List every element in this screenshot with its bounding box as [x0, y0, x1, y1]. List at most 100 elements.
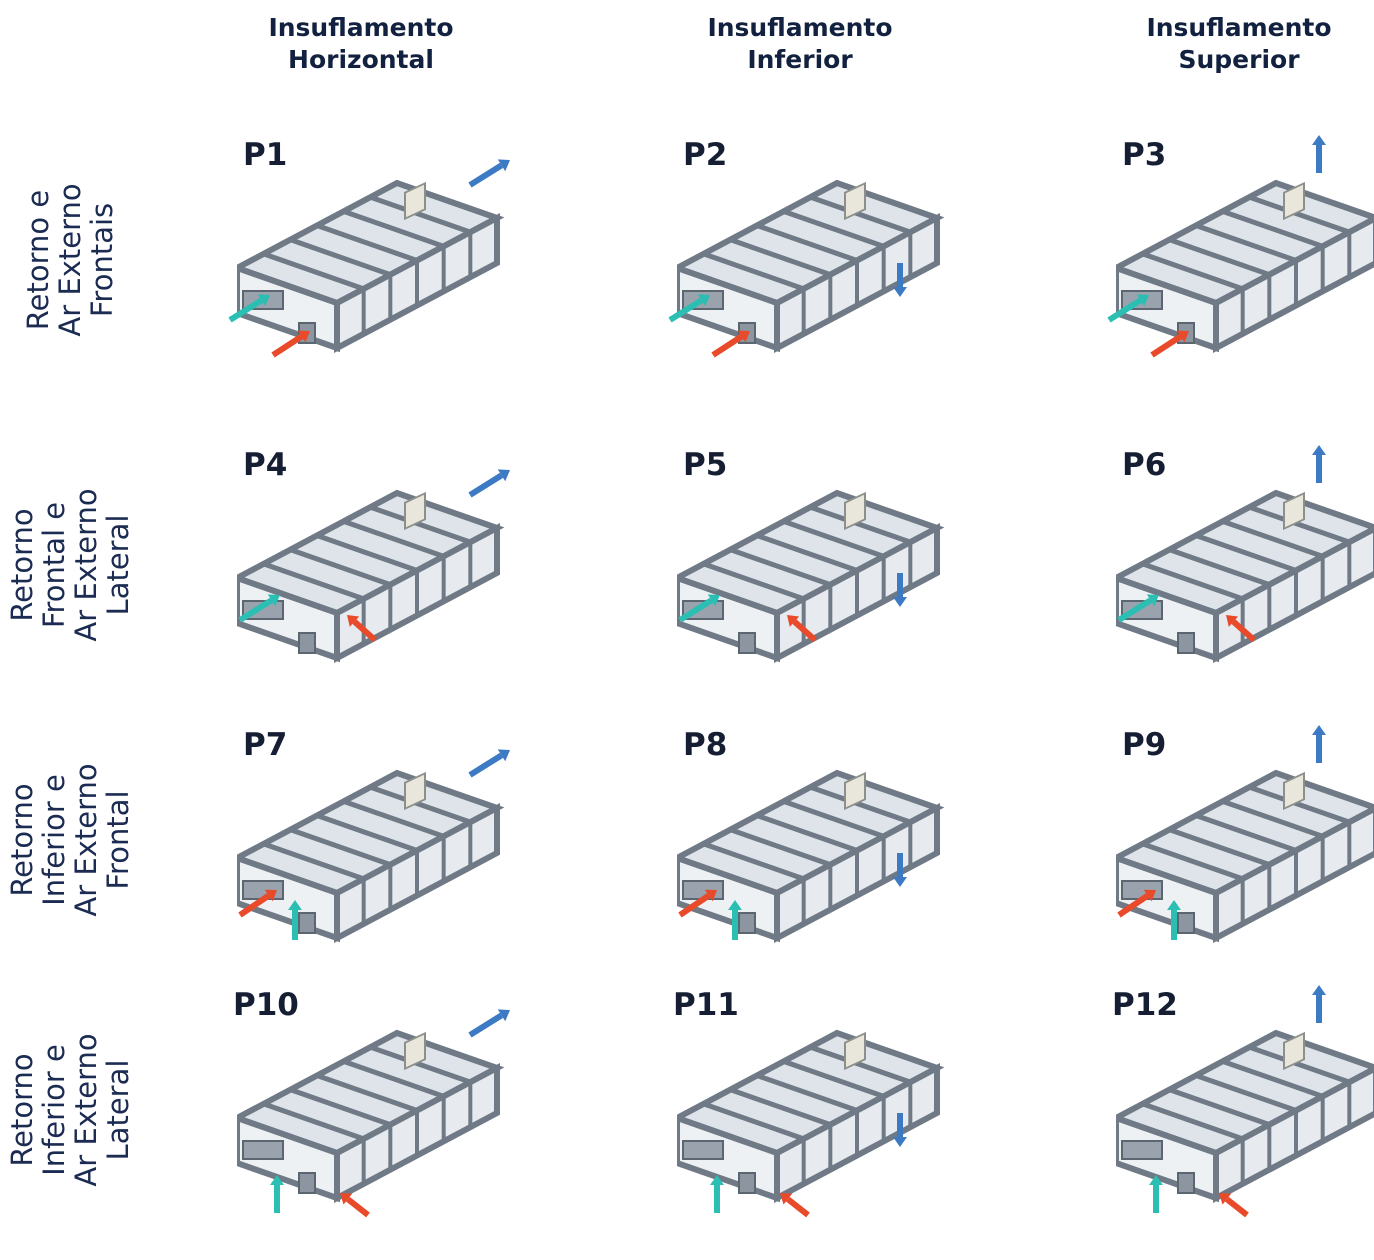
row-header-line: Ar Externo	[69, 763, 103, 917]
outside-air-arrow-icon	[340, 1193, 370, 1218]
supply-air-arrow-icon	[468, 159, 510, 188]
column-header-horizontal: Insuflamento Horizontal	[231, 12, 491, 76]
air-handling-unit-drawing	[1108, 1029, 1374, 1203]
outside-air-arrow-icon	[787, 615, 817, 643]
air-handling-unit-drawing	[229, 769, 505, 943]
air-handling-unit	[669, 763, 957, 967]
return-air-arrow-icon	[668, 294, 710, 323]
outside-air-arrow-icon	[238, 889, 277, 918]
return-air-arrow-icon	[238, 594, 280, 623]
row-header-line: Frontal	[101, 790, 135, 890]
configuration-cell: P8	[665, 725, 1025, 985]
configuration-cell: P2	[665, 135, 1025, 395]
configuration-cell: P9	[1104, 725, 1374, 985]
air-handling-unit	[669, 1023, 957, 1227]
configuration-cell: P3	[1104, 135, 1374, 395]
row-header-4: Retorno Inferior e Ar Externo Lateral	[5, 960, 135, 1260]
return-air-arrow-icon	[728, 900, 742, 940]
configuration-cell: P12	[1104, 985, 1374, 1245]
row-header-line: Inferior e	[37, 1044, 71, 1176]
outside-air-arrow-icon	[711, 330, 750, 358]
supply-air-arrow-icon	[1312, 445, 1326, 483]
column-header-line: Superior	[1178, 45, 1300, 74]
row-header-line: Retorno	[5, 1053, 39, 1167]
configuration-cell: P7	[225, 725, 585, 985]
return-air-arrow-icon	[1149, 1175, 1163, 1213]
outside-air-arrow-icon	[1226, 615, 1256, 643]
air-handling-unit-drawing	[669, 1029, 945, 1203]
row-header-line: Lateral	[101, 514, 135, 616]
air-handling-unit	[669, 483, 957, 687]
column-header-line: Inferior	[747, 45, 853, 74]
configuration-label: P6	[1122, 447, 1167, 483]
return-air-arrow-icon	[1167, 900, 1181, 940]
row-header-line: Retorno	[5, 508, 39, 622]
air-handling-unit	[1108, 483, 1374, 687]
air-handling-unit-drawing	[1108, 489, 1374, 663]
column-header-inferior: Insuflamento Inferior	[670, 12, 930, 76]
return-air-arrow-icon	[710, 1175, 724, 1213]
configuration-label: P3	[1122, 137, 1167, 173]
air-handling-unit	[1108, 173, 1374, 377]
outside-air-arrow-icon	[271, 330, 310, 358]
supply-air-arrow-icon	[468, 469, 510, 498]
column-header-line: Horizontal	[288, 45, 434, 74]
configuration-label: P11	[673, 987, 739, 1023]
supply-air-arrow-icon	[893, 1113, 907, 1147]
configuration-label: P7	[243, 727, 288, 763]
configuration-label: P5	[683, 447, 728, 483]
row-header-line: Lateral	[101, 1059, 135, 1161]
air-handling-unit-drawing	[669, 769, 945, 943]
configuration-cell: P11	[665, 985, 1025, 1245]
outside-air-arrow-icon	[1150, 330, 1189, 358]
configuration-label: P2	[683, 137, 728, 173]
air-handling-unit	[229, 1023, 517, 1227]
supply-air-arrow-icon	[1312, 985, 1326, 1023]
supply-air-arrow-icon	[468, 1009, 510, 1038]
outside-air-arrow-icon	[1117, 889, 1156, 918]
row-header-line: Frontal e	[37, 501, 71, 629]
air-handling-unit-drawing	[1108, 769, 1374, 943]
supply-air-arrow-icon	[1312, 135, 1326, 173]
return-air-arrow-icon	[270, 1175, 284, 1213]
configuration-cell: P4	[225, 445, 585, 705]
configuration-cell: P5	[665, 445, 1025, 705]
supply-air-arrow-icon	[893, 263, 907, 297]
supply-air-arrow-icon	[468, 749, 510, 778]
row-header-line: Retorno	[5, 783, 39, 897]
air-handling-unit	[229, 173, 517, 377]
return-air-arrow-icon	[1107, 294, 1149, 323]
supply-air-arrow-icon	[1312, 725, 1326, 763]
return-air-arrow-icon	[1117, 594, 1159, 623]
row-header-1: Retorno e Ar Externo Frontais	[10, 110, 130, 410]
row-header-line: Ar Externo	[69, 1033, 103, 1187]
outside-air-arrow-icon	[347, 615, 377, 643]
configuration-label: P10	[233, 987, 299, 1023]
air-handling-unit	[229, 483, 517, 687]
configuration-cell: P10	[225, 985, 585, 1245]
configuration-cell: P1	[225, 135, 585, 395]
row-header-3: Retorno Inferior e Ar Externo Frontal	[5, 690, 135, 990]
air-handling-unit	[1108, 763, 1374, 967]
outside-air-arrow-icon	[780, 1193, 810, 1218]
column-header-line: Insuflamento	[1146, 13, 1332, 42]
configuration-label: P9	[1122, 727, 1167, 763]
air-handling-unit	[229, 763, 517, 967]
supply-air-arrow-icon	[893, 573, 907, 607]
air-handling-unit	[1108, 1023, 1374, 1227]
supply-air-arrow-icon	[893, 853, 907, 887]
air-handling-unit-drawing	[229, 489, 505, 663]
row-header-line: Retorno e	[21, 189, 55, 331]
air-handling-unit-drawing	[669, 489, 945, 663]
outside-air-arrow-icon	[678, 889, 717, 918]
row-header-line: Inferior e	[37, 774, 71, 906]
return-air-arrow-icon	[228, 294, 270, 323]
column-header-line: Insuflamento	[707, 13, 893, 42]
row-header-line: Ar Externo	[69, 488, 103, 642]
row-header-line: Frontais	[85, 202, 119, 318]
return-air-arrow-icon	[288, 900, 302, 940]
column-header-superior: Insuflamento Superior	[1109, 12, 1369, 76]
configuration-cell: P6	[1104, 445, 1374, 705]
outside-air-arrow-icon	[1219, 1193, 1249, 1218]
configuration-label: P8	[683, 727, 728, 763]
